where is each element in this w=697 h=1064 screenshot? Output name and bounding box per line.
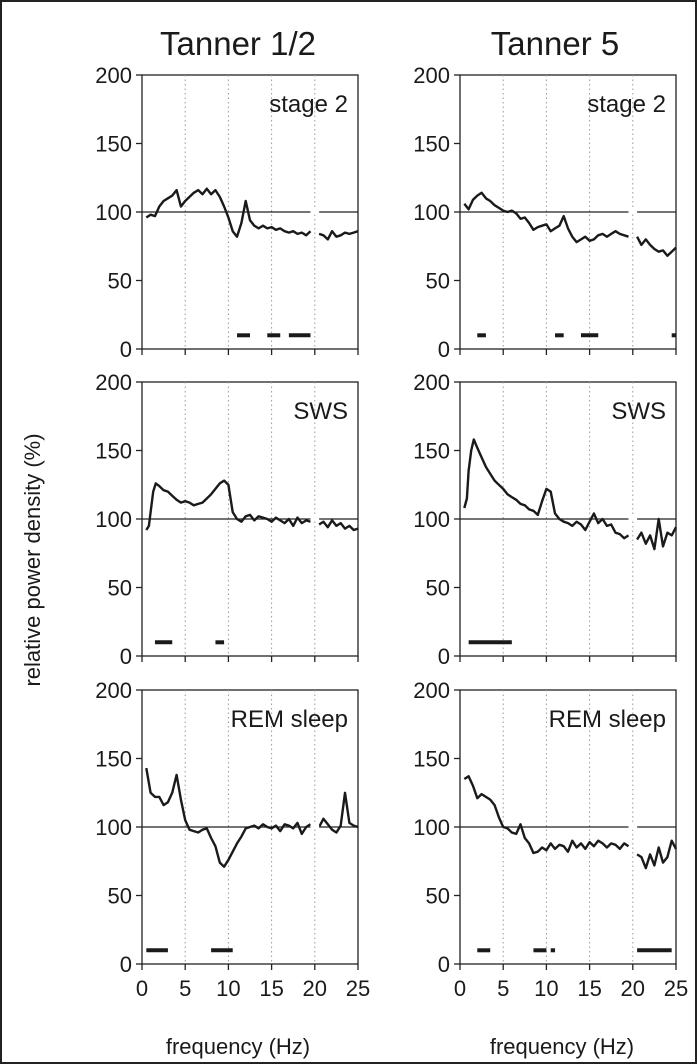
series-line — [145, 479, 311, 531]
y-tick-label: 150 — [413, 747, 450, 772]
x-tick-label: 5 — [179, 976, 191, 1001]
x-tick-label: 15 — [577, 976, 601, 1001]
y-axis-label: relative power density (%) — [20, 433, 45, 686]
series-line — [318, 791, 359, 834]
axis-break — [628, 517, 638, 521]
y-tick-label: 0 — [438, 644, 450, 669]
series-line — [463, 775, 630, 855]
series-line — [318, 229, 359, 241]
panel-label: stage 2 — [269, 91, 348, 118]
y-tick-label: 100 — [413, 200, 450, 225]
y-tick-label: 0 — [120, 952, 132, 977]
series-line — [318, 519, 359, 532]
y-tick-label: 50 — [108, 884, 132, 909]
column-title-left: Tanner 1/2 — [160, 25, 316, 62]
x-tick-label: 25 — [346, 976, 370, 1001]
series-line — [145, 767, 312, 868]
axis-break — [628, 825, 638, 829]
panel-t5-rem: 0 50 100 150 200 0 5 10 15 20 25 REM sleep — [413, 678, 688, 1001]
panel-t12-sws: 0 50 100 150 200 SWS — [95, 370, 359, 669]
axis-break — [628, 210, 638, 214]
y-tick-label: 50 — [426, 576, 450, 601]
y-tick-label: 200 — [413, 370, 450, 395]
y-tick-label: 200 — [413, 678, 450, 703]
panel-t5-stage2: 0 50 100 150 200 stage 2 — [413, 63, 677, 362]
series-line — [636, 517, 678, 551]
y-tick-label: 0 — [438, 337, 450, 362]
y-tick-label: 200 — [95, 370, 132, 395]
column-title-right: Tanner 5 — [491, 25, 619, 62]
y-tick-label: 200 — [413, 63, 450, 88]
x-tick-label: 15 — [259, 976, 283, 1001]
x-tick-label: 25 — [664, 976, 688, 1001]
panel-t12-rem: 0 50 100 150 200 0 5 10 15 20 25 REM sleep — [95, 678, 370, 1001]
y-tick-label: 50 — [108, 269, 132, 294]
y-tick-label: 150 — [413, 132, 450, 157]
x-tick-label: 20 — [303, 976, 327, 1001]
panel-label: stage 2 — [587, 91, 666, 118]
y-tick-label: 150 — [95, 747, 132, 772]
y-tick-label: 150 — [95, 439, 132, 464]
series-line — [636, 839, 678, 870]
y-tick-label: 50 — [426, 884, 450, 909]
panel-label: REM sleep — [231, 706, 348, 733]
y-tick-label: 0 — [120, 337, 132, 362]
y-tick-label: 100 — [95, 507, 132, 532]
x-axis-label-left: frequency (Hz) — [166, 1034, 310, 1059]
panel-t5-sws: 0 50 100 150 200 SWS — [413, 370, 678, 669]
axis-break — [310, 517, 320, 521]
y-tick-label: 50 — [426, 269, 450, 294]
y-tick-label: 0 — [438, 952, 450, 977]
x-tick-label: 10 — [534, 976, 558, 1001]
y-tick-label: 100 — [95, 815, 132, 840]
y-tick-label: 100 — [95, 200, 132, 225]
y-tick-label: 200 — [95, 63, 132, 88]
x-tick-label: 20 — [621, 976, 645, 1001]
axis-break — [310, 210, 320, 214]
x-tick-label: 0 — [136, 976, 148, 1001]
series-line — [145, 187, 312, 238]
x-axis-label-right: frequency (Hz) — [490, 1034, 634, 1059]
x-tick-label: 10 — [216, 976, 240, 1001]
y-tick-label: 0 — [120, 644, 132, 669]
axis-break — [310, 825, 320, 829]
y-tick-label: 200 — [95, 678, 132, 703]
y-tick-label: 50 — [108, 576, 132, 601]
y-tick-label: 100 — [413, 507, 450, 532]
series-line — [463, 191, 629, 244]
panel-label: SWS — [293, 398, 348, 425]
series-line — [636, 236, 677, 258]
y-tick-label: 150 — [95, 132, 132, 157]
y-tick-label: 150 — [413, 439, 450, 464]
y-tick-label: 100 — [413, 815, 450, 840]
panel-label: SWS — [611, 398, 666, 425]
x-tick-label: 0 — [454, 976, 466, 1001]
panel-label: REM sleep — [549, 706, 666, 733]
series-line — [463, 438, 630, 540]
panel-t12-stage2: 0 50 100 150 200 stage 2 — [95, 63, 359, 362]
x-tick-label: 5 — [497, 976, 509, 1001]
